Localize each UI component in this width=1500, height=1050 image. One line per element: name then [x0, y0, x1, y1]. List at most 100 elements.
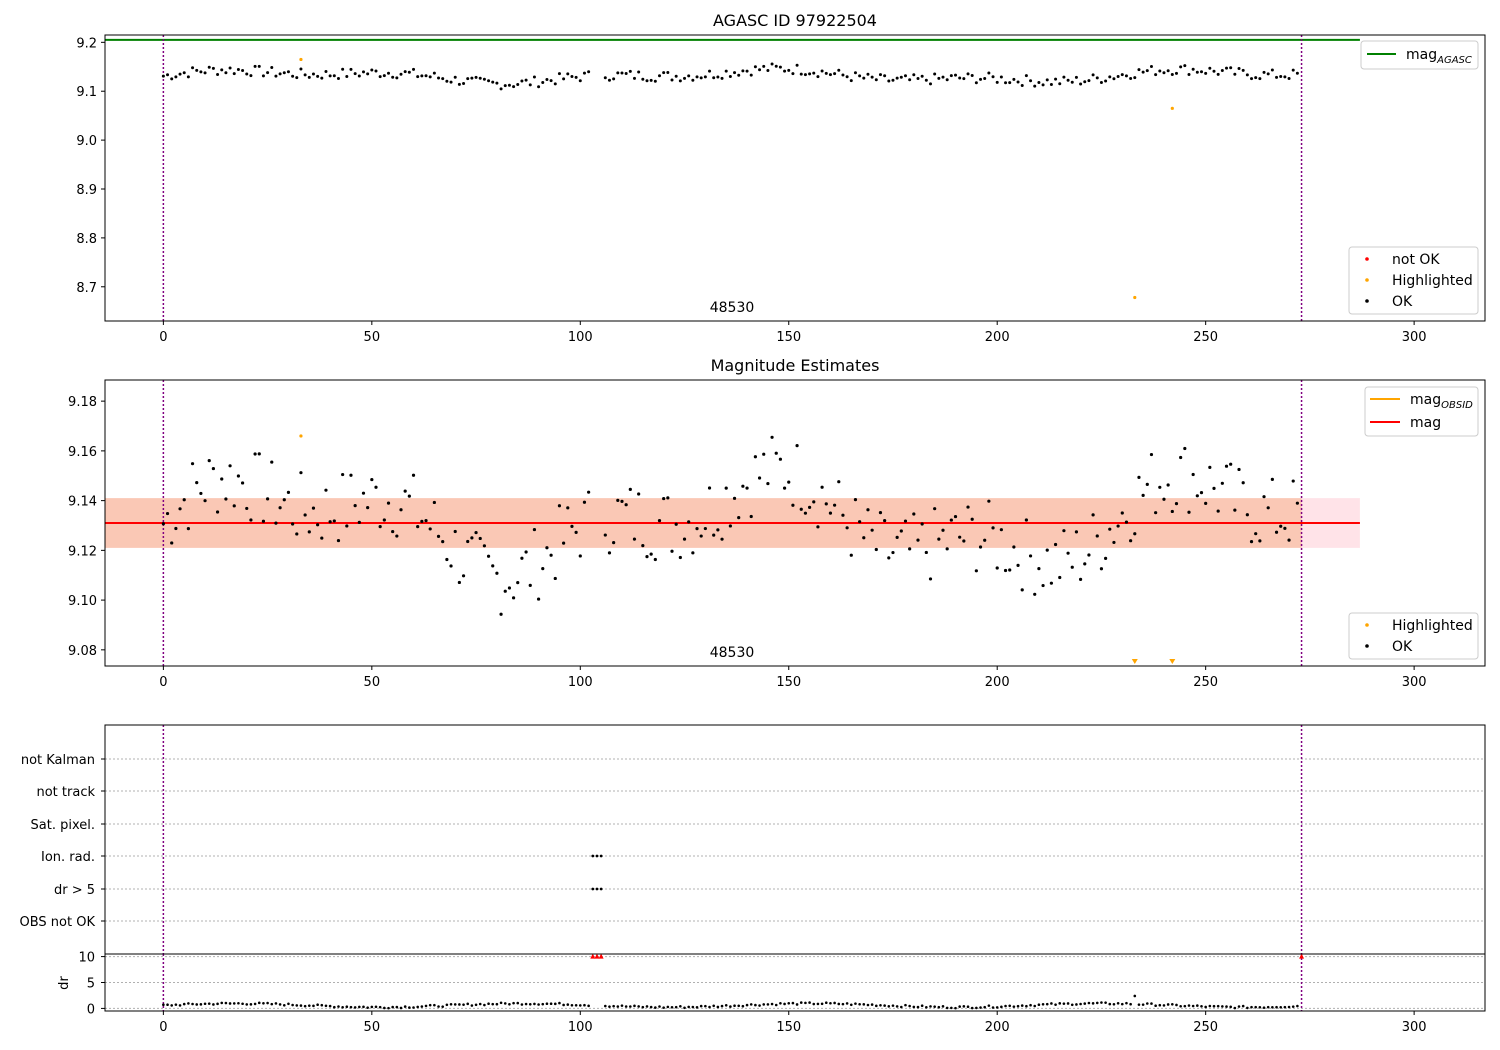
- ok-point: [174, 75, 178, 79]
- ok-point: [949, 74, 953, 78]
- dr-point: [991, 1006, 995, 1009]
- ok-point: [349, 67, 353, 71]
- dr-point: [203, 1002, 207, 1006]
- dr-point: [282, 1003, 286, 1007]
- dr-point: [712, 1004, 716, 1008]
- ok-point: [270, 460, 274, 464]
- ok-point: [1041, 583, 1045, 588]
- dr-point: [995, 1006, 999, 1009]
- dr-point: [216, 1002, 219, 1006]
- ok-point: [670, 549, 674, 553]
- ok-point: [1187, 73, 1191, 77]
- ok-point: [770, 62, 774, 66]
- ok-point: [1170, 509, 1174, 514]
- ok-point: [828, 511, 833, 515]
- ok-point: [716, 75, 720, 79]
- ok-point: [195, 68, 199, 72]
- dr-point: [578, 1004, 582, 1007]
- dr-point: [178, 1004, 182, 1007]
- ok-point: [791, 72, 795, 76]
- ok-point: [920, 522, 924, 526]
- dr-point: [478, 1002, 482, 1006]
- ok-point: [299, 67, 303, 71]
- ok-point: [874, 78, 878, 82]
- ok-point: [582, 500, 587, 504]
- ok-point: [807, 505, 812, 509]
- ok-point: [958, 76, 962, 80]
- ok-point: [728, 524, 732, 528]
- dr-point: [833, 1001, 836, 1005]
- ok-point: [795, 444, 799, 448]
- ok-point: [862, 76, 866, 80]
- ok-point: [224, 497, 228, 501]
- ok-point: [562, 541, 566, 545]
- ok-point: [1058, 82, 1062, 86]
- dr-point: [520, 1003, 524, 1006]
- x-tick-label: 150: [776, 1020, 801, 1035]
- ok-point: [441, 77, 445, 81]
- ok-point: [391, 75, 395, 79]
- ok-point: [295, 532, 299, 536]
- dr-point: [950, 1006, 953, 1010]
- ok-point: [416, 525, 420, 529]
- flag-point: [599, 887, 603, 891]
- dr-point: [799, 1001, 803, 1004]
- ok-point: [1275, 75, 1279, 79]
- dr-point: [195, 1003, 199, 1006]
- ok-point: [666, 496, 670, 500]
- ok-point: [1049, 581, 1054, 585]
- dr-point: [608, 1005, 611, 1008]
- ok-point: [203, 499, 207, 503]
- ok-point: [228, 66, 232, 70]
- dr-point: [624, 1005, 628, 1008]
- ok-point: [833, 72, 837, 76]
- ok-point: [853, 498, 858, 502]
- ok-point: [328, 520, 332, 524]
- dr-point: [228, 1002, 232, 1005]
- y-tick-label: 5: [87, 977, 95, 992]
- dr-point: [666, 1005, 670, 1009]
- ok-point: [1053, 542, 1058, 547]
- dr-point: [895, 1005, 899, 1008]
- dr-point: [883, 1004, 886, 1007]
- ok-point: [858, 520, 862, 524]
- ok-point: [983, 538, 987, 542]
- ok-point: [891, 550, 895, 555]
- ok-point: [878, 511, 883, 515]
- ok-point: [420, 74, 424, 78]
- dr-point: [983, 1005, 986, 1009]
- dr-point: [829, 1001, 832, 1005]
- ok-point: [674, 522, 678, 526]
- ok-point: [699, 76, 703, 80]
- ok-point: [503, 589, 507, 593]
- ok-point: [495, 81, 499, 85]
- dr-point: [1187, 1004, 1191, 1007]
- dr-point: [516, 1001, 520, 1005]
- dr-point: [937, 1005, 941, 1009]
- ok-point: [787, 480, 791, 484]
- dr-point: [954, 1006, 957, 1010]
- ok-point: [1250, 77, 1254, 81]
- ok-point: [524, 78, 528, 82]
- dr-point: [499, 1001, 503, 1005]
- dr-point: [437, 1005, 440, 1008]
- ok-point: [870, 528, 874, 532]
- dr-point: [845, 1002, 849, 1005]
- ok-point: [170, 541, 174, 545]
- ok-point: [883, 518, 887, 523]
- dr-point: [1050, 1002, 1053, 1005]
- ok-point: [241, 68, 245, 72]
- ok-point: [791, 503, 795, 507]
- mag-estimates-panel: Magnitude Estimates 0 50 100 150 200 250 300 9.…: [68, 356, 1486, 690]
- ok-point: [332, 74, 336, 78]
- ok-point: [1037, 80, 1041, 84]
- ok-point: [507, 83, 511, 87]
- dr-point: [1062, 1002, 1066, 1005]
- ok-point: [278, 506, 282, 510]
- dr-point: [1112, 1002, 1116, 1006]
- legend-marker-not-ok: [1365, 257, 1369, 261]
- ok-point: [695, 75, 699, 79]
- ok-point: [724, 486, 728, 490]
- ok-point: [457, 580, 461, 585]
- flag-point: [595, 854, 599, 858]
